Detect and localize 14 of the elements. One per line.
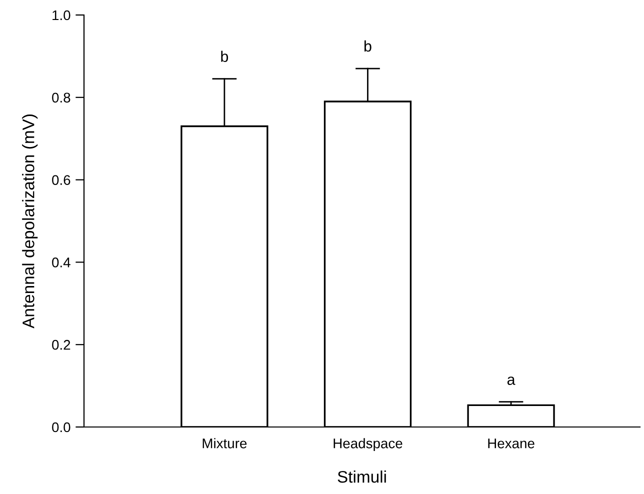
x-axis-title: Stimuli [338,470,386,483]
y-tick-label: 1.0 [52,10,70,20]
y-tick-label: 0.8 [52,92,70,103]
y-tick-label: 0.4 [52,258,70,268]
x-tick-label: Hexane [488,438,534,448]
x-tick-label: Mixture [202,438,247,448]
y-axis-title: Antennal depolarization (mV) [22,114,38,328]
y-tick-label: 0.2 [52,340,70,350]
x-tick-label: Headspace [334,438,402,452]
annotation: a [507,376,516,385]
y-tick-label: 0.0 [52,422,70,432]
y-tick-label: 0.6 [52,175,70,185]
annotation: b [221,50,228,62]
annotation: b [364,40,372,52]
